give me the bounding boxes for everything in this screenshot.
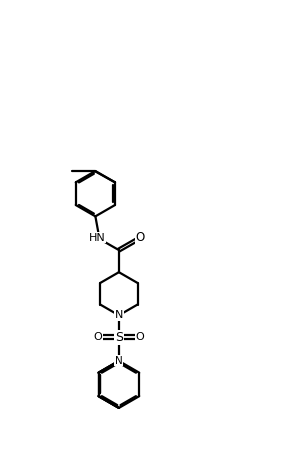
Text: N: N xyxy=(115,310,123,320)
Text: O: O xyxy=(136,231,145,244)
Text: N: N xyxy=(115,356,123,366)
Text: S: S xyxy=(115,331,123,344)
Text: O: O xyxy=(135,333,144,342)
Text: HN: HN xyxy=(88,233,105,243)
Text: O: O xyxy=(94,333,103,342)
